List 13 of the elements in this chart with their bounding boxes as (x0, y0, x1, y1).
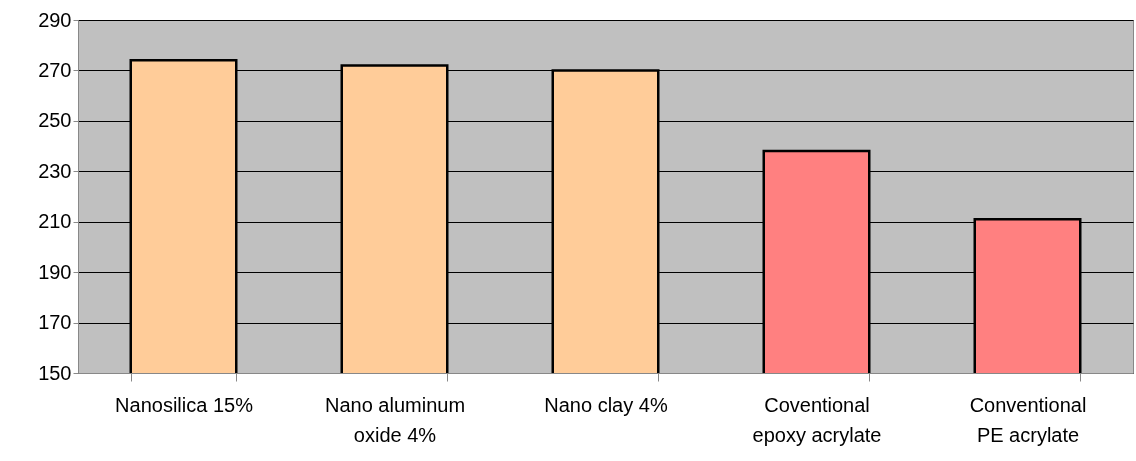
y-tick-label: 210 (38, 210, 72, 233)
y-tick-label: 290 (38, 8, 72, 31)
y-tick-label: 190 (38, 260, 72, 283)
y-tick-label: 250 (38, 109, 72, 132)
x-tick-label: Nanosilica 15% (115, 393, 254, 416)
x-tick-label: Nano aluminum oxide 4% (324, 393, 466, 446)
y-tick-label: 150 (38, 361, 72, 384)
x-tick-label: Conventional PE acrylate (969, 393, 1087, 446)
y-tick-label: 230 (38, 159, 72, 182)
y-tick-label: 270 (38, 58, 72, 81)
y-tick-label: 170 (38, 311, 72, 334)
x-tick-label: Nano clay 4% (544, 393, 668, 416)
x-tick-label: Coventional epoxy acrylate (752, 393, 882, 446)
